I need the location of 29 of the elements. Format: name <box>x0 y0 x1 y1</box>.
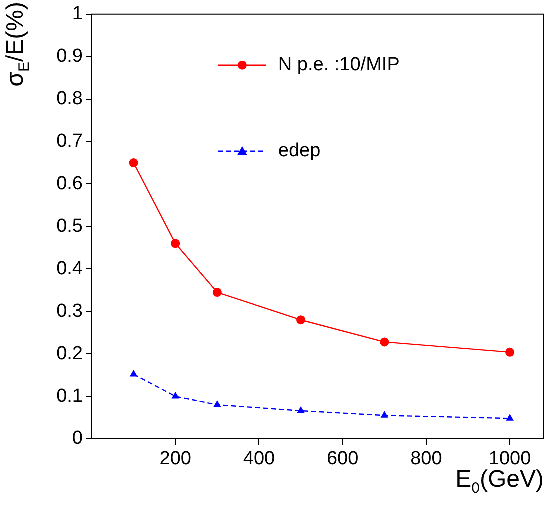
y-tick-label: 0.1 <box>56 386 83 407</box>
point <box>130 370 138 377</box>
legend-label: N p.e. :10/MIP <box>278 54 400 76</box>
x-tick-label: 400 <box>243 448 276 470</box>
y-tick-label: 0.5 <box>56 216 83 237</box>
point <box>212 288 222 298</box>
y-tick-label: 0.8 <box>56 88 83 110</box>
y-tick-label: 0.7 <box>56 131 83 152</box>
point <box>172 392 180 399</box>
y-tick-label: 0 <box>72 428 83 450</box>
y-tick-label: 0.9 <box>56 46 83 68</box>
point <box>506 348 515 357</box>
point <box>171 239 180 248</box>
x-tick-label: 800 <box>410 448 442 470</box>
point <box>214 400 222 408</box>
y-tick-label: 1 <box>72 4 83 25</box>
point <box>129 158 138 168</box>
y-tick-label: 0.4 <box>56 258 84 280</box>
x-tick-label: 600 <box>326 448 359 470</box>
x-tick-label: 200 <box>160 448 192 470</box>
y-tick-label: 0.2 <box>56 343 83 364</box>
legend-label: edep <box>278 140 321 162</box>
point <box>380 411 389 418</box>
point <box>506 414 514 421</box>
point <box>297 406 305 414</box>
y-tick-label: 0.6 <box>56 173 83 194</box>
point <box>296 316 306 325</box>
y-tick-label: 0.3 <box>56 300 83 322</box>
point <box>380 338 390 347</box>
